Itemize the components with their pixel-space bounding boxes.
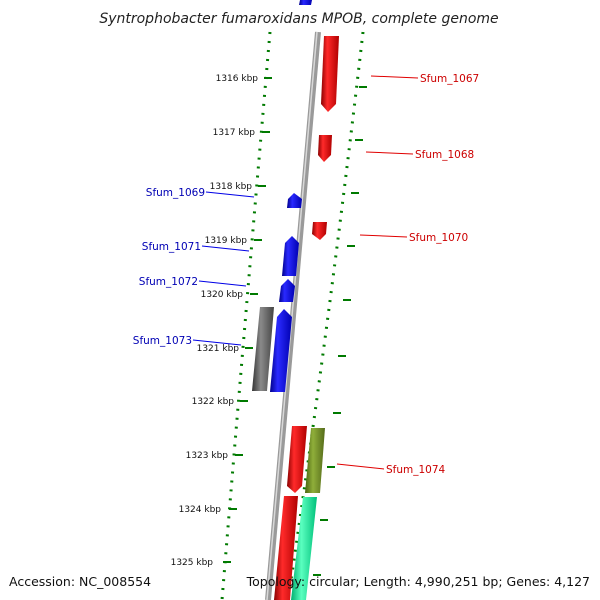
- outer-ruler-ticks: [313, 86, 367, 576]
- gene-feature-sfum-1068[interactable]: [318, 135, 332, 162]
- accession-text: Accession: NC_008554: [9, 574, 151, 589]
- kbp-label: 1316 kbp: [216, 74, 259, 84]
- gene-feature-sfum-1074b[interactable]: [274, 496, 298, 600]
- kbp-label: 1320 kbp: [201, 290, 244, 300]
- kbp-label: 1325 kbp: [171, 558, 214, 568]
- gene-feature-sfum-1072[interactable]: [279, 279, 295, 302]
- gene-label-sfum-1070[interactable]: Sfum_1070: [409, 232, 468, 244]
- kbp-label: 1322 kbp: [192, 397, 235, 407]
- inner-ruler-ticks: [223, 77, 272, 563]
- gene-label-sfum-1074[interactable]: Sfum_1074: [386, 464, 446, 476]
- gene-label-sfum-1069[interactable]: Sfum_1069: [146, 187, 205, 199]
- gene-feature-sfum-1074a[interactable]: [287, 426, 307, 493]
- kbp-label: 1317 kbp: [213, 128, 256, 138]
- top-partial-feature[interactable]: [299, 0, 312, 5]
- gene-label-sfum-1068[interactable]: Sfum_1068: [415, 149, 474, 161]
- outer-ruler-track: [286, 31, 365, 600]
- gene-feature-sfum-1070[interactable]: [312, 222, 327, 240]
- outer-track-features: [291, 428, 325, 600]
- gene-label-sfum-1067[interactable]: Sfum_1067: [420, 73, 479, 85]
- teal-feature[interactable]: [291, 497, 317, 600]
- reverse-label-connectors: [192, 191, 255, 346]
- reverse-strand-features: [270, 0, 312, 392]
- gene-feature-sfum-1073[interactable]: [270, 309, 292, 392]
- forward-gene-labels: Sfum_1067 Sfum_1068 Sfum_1070 Sfum_1074: [386, 73, 479, 476]
- reverse-gene-labels: Sfum_1069 Sfum_1071 Sfum_1072 Sfum_1073: [133, 187, 205, 347]
- kbp-label: 1318 kbp: [210, 182, 253, 192]
- page-title: Syntrophobacter fumaroxidans MPOB, compl…: [99, 11, 498, 27]
- kbp-label: 1321 kbp: [197, 344, 240, 354]
- kbp-label: 1324 kbp: [179, 505, 222, 515]
- gene-label-sfum-1072[interactable]: Sfum_1072: [139, 276, 198, 288]
- forward-label-connectors: [336, 75, 419, 470]
- topology-text: Topology: circular; Length: 4,990,251 bp…: [246, 574, 590, 589]
- gene-feature-sfum-1071[interactable]: [282, 236, 299, 276]
- olive-feature[interactable]: [305, 428, 325, 493]
- gray-feature[interactable]: [252, 307, 274, 391]
- kbp-labels: 1316 kbp 1317 kbp 1318 kbp 1319 kbp 1320…: [171, 74, 259, 568]
- gene-feature-sfum-1069[interactable]: [287, 193, 302, 208]
- gene-label-sfum-1073[interactable]: Sfum_1073: [133, 335, 192, 347]
- kbp-label: 1323 kbp: [186, 451, 229, 461]
- gene-label-sfum-1071[interactable]: Sfum_1071: [142, 241, 201, 253]
- forward-strand-features: [274, 36, 339, 600]
- kbp-label: 1319 kbp: [205, 236, 248, 246]
- gene-feature-sfum-1067[interactable]: [321, 36, 339, 112]
